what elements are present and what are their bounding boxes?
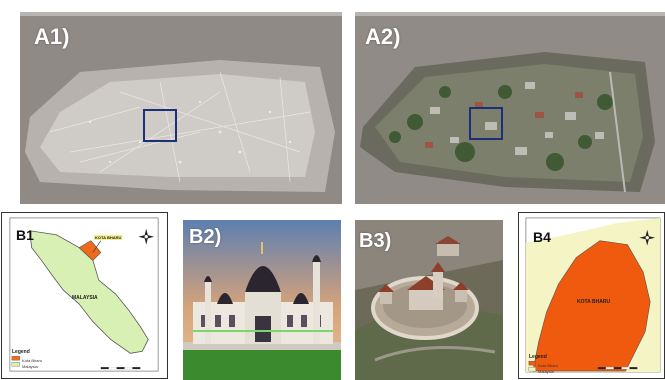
- b1-legend-title: Legend: [12, 349, 30, 355]
- scale-bar: [100, 367, 141, 370]
- b1-legend-item-2: Malaysia: [22, 364, 38, 369]
- b1-callout-label: KOTA BHARU: [94, 235, 123, 240]
- b4-legend-title: Legend: [529, 354, 547, 360]
- a1-point-cloud-image: [20, 12, 342, 204]
- panel-label: B3): [359, 230, 392, 252]
- b4-legend-item-2: Malaysia: [538, 369, 554, 374]
- panel-b2: B2): [183, 220, 341, 380]
- a2-focus-box: [469, 107, 503, 140]
- b1-legend-item-1: Kota Bharu: [22, 358, 43, 363]
- panel-label: A2): [365, 24, 401, 49]
- b4-legend-item-1: Kota Bharu: [538, 363, 559, 368]
- b1-location-map: [9, 217, 159, 372]
- panel-label: A1): [34, 24, 70, 49]
- b3-aerial-photo: [355, 220, 503, 380]
- b4-district-map: [525, 217, 661, 373]
- a2-textured-model-image: [355, 12, 665, 204]
- b2-mosque-photo: [183, 220, 341, 380]
- a1-focus-box: [143, 109, 177, 142]
- b1-region-label: MALAYSIA: [72, 295, 98, 301]
- panel-a2: A2): [355, 12, 665, 204]
- panel-a1: A1): [20, 12, 342, 204]
- panel-b1: B1 KOTA BHARU MALAYSIA Legend Kota Bharu…: [1, 212, 168, 379]
- panel-label: B1: [16, 227, 34, 243]
- scale-bar: [597, 367, 638, 370]
- panel-b4: B4 KOTA BHARU Legend Kota Bharu Malaysia: [518, 212, 665, 379]
- panel-b3: B3): [355, 220, 503, 380]
- kota-bharu-district-shape: [532, 240, 651, 372]
- b4-region-label: KOTA BHARU: [577, 299, 611, 305]
- panel-label: B4: [533, 229, 551, 245]
- panel-label: B2): [189, 226, 222, 248]
